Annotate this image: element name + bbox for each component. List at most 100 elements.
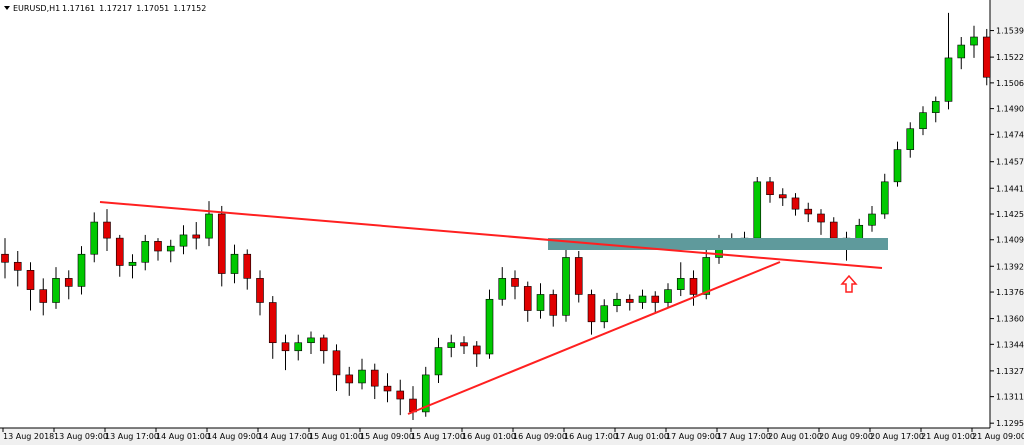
x-tick-label: 21 Aug 01:00: [921, 432, 975, 441]
x-tick-label: 15 Aug 09:00: [360, 432, 414, 441]
candle-body: [511, 278, 519, 287]
candle-body: [77, 253, 86, 287]
quote-value: 1.17217: [99, 4, 132, 13]
trend-line-down: [99, 201, 883, 269]
candle-body: [115, 237, 124, 266]
candle-body: [536, 294, 545, 311]
quote-value: 1.17161: [62, 4, 95, 13]
candle-body: [562, 257, 570, 316]
candle-body: [358, 369, 366, 384]
candle-body: [256, 278, 264, 303]
candle-body: [103, 221, 111, 239]
candle-body: [664, 289, 672, 303]
quote-value: 1.17152: [173, 4, 206, 13]
candle-body: [243, 253, 252, 279]
x-tick-label: 16 Aug 09:00: [513, 432, 567, 441]
candle-body: [268, 302, 277, 344]
candle-body: [970, 36, 978, 46]
x-tick-label: 13 Aug 09:00: [54, 432, 108, 441]
y-tick-label: 1.14410: [996, 184, 1024, 193]
candle-body: [651, 295, 660, 303]
candle-body: [294, 342, 303, 352]
y-tick-label: 1.12950: [996, 419, 1024, 428]
x-tick-label: 15 Aug 01:00: [309, 432, 363, 441]
candle-body: [829, 221, 838, 239]
candle-body: [625, 298, 634, 303]
candle-body: [868, 213, 876, 226]
x-tick-label: 16 Aug 01:00: [462, 432, 516, 441]
candle-body: [217, 213, 226, 274]
candle-body: [549, 294, 558, 316]
candle-body: [804, 208, 813, 215]
candle-body: [613, 298, 621, 307]
x-tick-label: 13 Aug 2018: [3, 432, 54, 441]
y-tick-label: 1.14745: [996, 130, 1024, 139]
candle-body: [13, 261, 22, 271]
x-tick-label: 17 Aug 09:00: [666, 432, 720, 441]
candle-body: [179, 234, 188, 247]
candle-body: [880, 181, 889, 215]
y-tick-label: 1.14250: [996, 210, 1024, 219]
quote: 1.17161 1.17217 1.17051 1.17152: [62, 4, 206, 13]
candle-body: [166, 245, 175, 252]
plot-area: [0, 0, 990, 428]
candle-body: [345, 374, 354, 384]
candle-body: [931, 101, 940, 113]
y-tick-label: 1.14905: [996, 105, 1024, 114]
y-tick-label: 1.15065: [996, 79, 1024, 88]
candle-body: [205, 213, 213, 239]
y-tick-label: 1.13600: [996, 315, 1024, 324]
candle-body: [766, 181, 774, 195]
candle-body: [676, 278, 685, 290]
candle-body: [332, 350, 341, 376]
y-tick-label: 1.14090: [996, 236, 1024, 245]
candle-body: [778, 194, 787, 199]
x-tick-label: 20 Aug 09:00: [819, 432, 873, 441]
x-tick-label: 15 Aug 17:00: [411, 432, 465, 441]
candle-body: [64, 278, 73, 287]
candle-body: [128, 261, 137, 266]
candle-body: [396, 390, 405, 400]
x-tick-label: 13 Aug 17:00: [105, 432, 159, 441]
x-tick-label: 21 Aug 09:00: [972, 432, 1024, 441]
candle-body: [587, 294, 596, 323]
candle-body: [472, 345, 481, 355]
candle-body: [460, 342, 468, 347]
candle-body: [421, 374, 430, 413]
candle-body: [753, 181, 762, 239]
candle-body: [485, 298, 494, 355]
candle-body: [90, 221, 99, 255]
candle-body: [447, 342, 456, 348]
header: EURUSD,H1 1.17161 1.17217 1.17051 1.17152: [4, 4, 206, 13]
candle-body: [817, 213, 825, 223]
candle-body: [574, 257, 583, 295]
y-tick-label: 1.13440: [996, 340, 1024, 349]
candle-body: [702, 257, 711, 295]
candle-body: [307, 337, 315, 344]
candle-body: [192, 234, 201, 239]
candle-body: [919, 112, 927, 130]
x-tick-label: 17 Aug 01:00: [615, 432, 669, 441]
y-tick-label: 1.13275: [996, 367, 1024, 376]
candle-body: [370, 369, 379, 387]
candle-body: [906, 128, 915, 150]
candle-body: [383, 385, 392, 392]
y-tick-label: 1.15225: [996, 53, 1024, 62]
candle-body: [498, 278, 507, 300]
candle-body: [638, 295, 647, 303]
x-tick-label: 14 Aug 09:00: [207, 432, 261, 441]
candle-body: [39, 289, 48, 303]
annotations: [99, 201, 888, 415]
candle-body: [600, 305, 609, 323]
x-tick-label: 20 Aug 01:00: [768, 432, 822, 441]
x-tick-label: 14 Aug 17:00: [258, 432, 312, 441]
y-tick-label: 1.15390: [996, 27, 1024, 36]
candle-body: [523, 286, 532, 311]
quote-value: 1.17051: [136, 4, 169, 13]
candle-body: [52, 278, 60, 303]
x-tick-label: 14 Aug 01:00: [156, 432, 210, 441]
candle-body: [689, 278, 698, 295]
x-tick-label: 16 Aug 17:00: [564, 432, 618, 441]
candle-body: [434, 347, 443, 376]
